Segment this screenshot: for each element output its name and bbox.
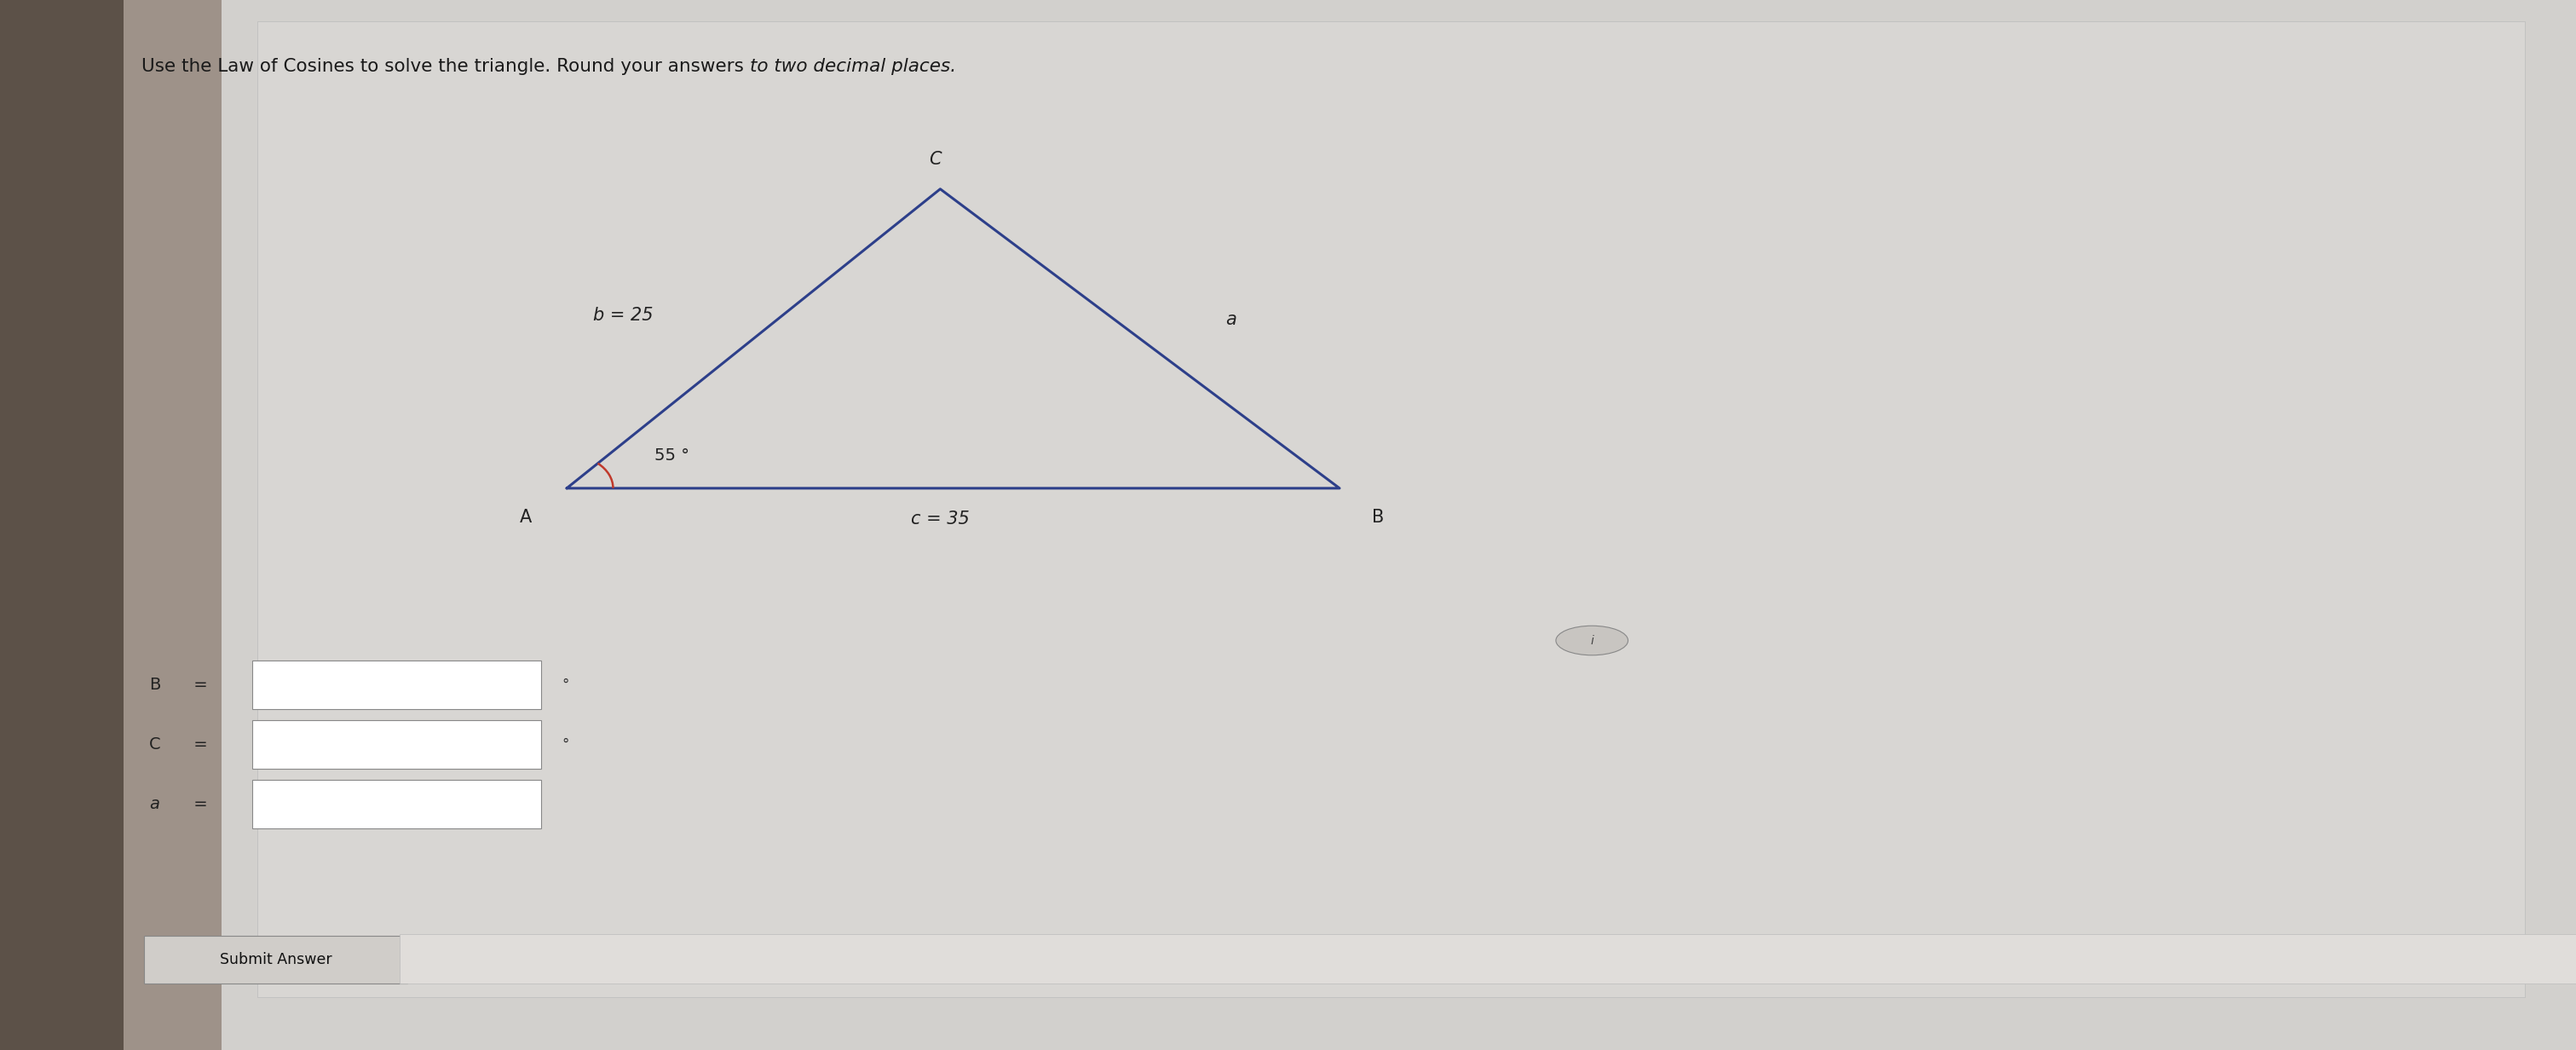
Text: b = 25: b = 25 [592, 307, 654, 323]
Text: A: A [520, 509, 531, 526]
Text: c = 35: c = 35 [912, 510, 969, 527]
Text: =: = [188, 676, 209, 693]
Bar [258, 21, 2524, 998]
Bar [0, 0, 124, 1050]
Text: B: B [1373, 509, 1383, 526]
Text: to two decimal places.: to two decimal places. [750, 58, 956, 75]
Bar [124, 0, 222, 1050]
Circle shape [1556, 626, 1628, 655]
Text: Use the Law of Cosines to solve the triangle. Round your answers: Use the Law of Cosines to solve the tria… [142, 58, 750, 75]
Text: C: C [149, 736, 162, 753]
Bar [399, 934, 2576, 984]
Text: B: B [149, 676, 160, 693]
FancyBboxPatch shape [252, 720, 541, 769]
Text: °: ° [562, 737, 569, 752]
Text: 55 °: 55 ° [654, 447, 690, 464]
Text: Submit Answer: Submit Answer [219, 952, 332, 967]
Text: =: = [188, 796, 209, 813]
Text: C: C [930, 151, 940, 168]
Text: °: ° [562, 677, 569, 692]
FancyBboxPatch shape [252, 660, 541, 709]
Text: =: = [188, 736, 209, 753]
FancyBboxPatch shape [252, 780, 541, 828]
FancyBboxPatch shape [144, 936, 407, 984]
Text: a: a [149, 796, 160, 813]
Text: i: i [1589, 634, 1595, 647]
Text: a: a [1226, 311, 1236, 328]
